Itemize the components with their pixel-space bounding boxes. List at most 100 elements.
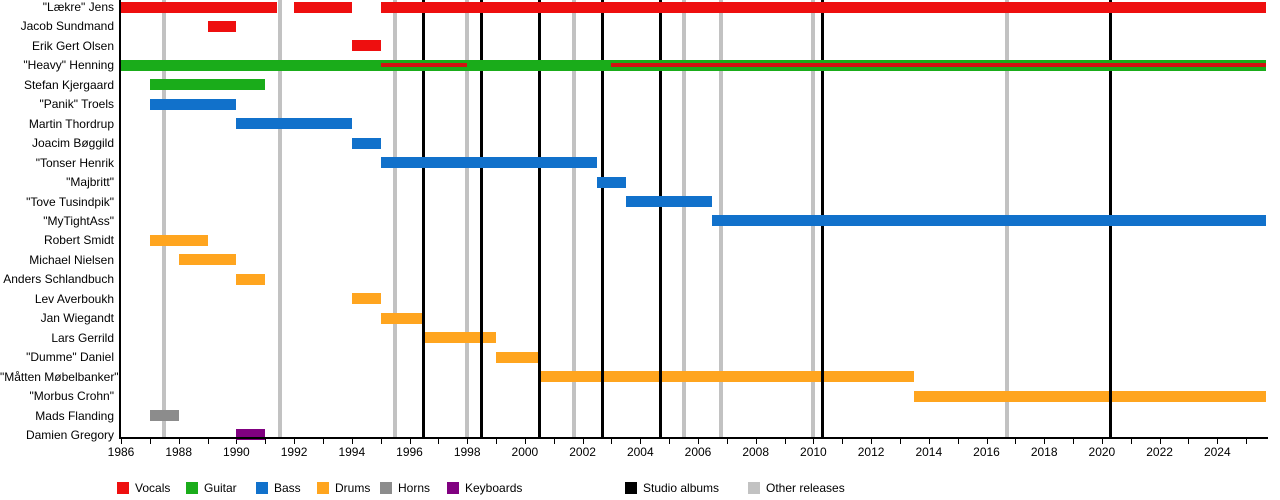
other-release-line [162,0,167,437]
axis-tick-label: 1998 [453,445,481,459]
axis-tick [611,439,613,444]
member-label: "Lækre" Jens [42,0,114,14]
axis-tick [380,439,382,444]
axis-tick [698,439,699,444]
axis-tick-label: 2004 [626,445,654,459]
other-release-line [393,0,398,437]
axis-tick-label: 2016 [973,445,1000,459]
legend-swatch-horns [380,482,392,494]
other-release-line [277,0,282,437]
axis-tick [1188,439,1190,444]
member-label: "Heavy" Henning [23,58,114,73]
axis-tick [496,439,498,444]
member-label: Damien Gregory [25,427,114,442]
bar-vocals_overlay [611,63,1267,68]
axis-tick-label: 2018 [1030,445,1058,459]
bar-bass [380,157,598,169]
axis-tick [1159,439,1161,444]
bar-horns [149,410,179,422]
bar-drums [178,254,237,266]
axis-tick [1130,439,1132,444]
member-label: Jacob Sundmand [20,19,114,34]
member-label: "Tove Tusindpik" [26,194,114,209]
other-release-line [571,0,576,437]
legend-swatch-guitar [186,482,198,494]
axis-tick [957,439,959,444]
axis-tick [207,439,209,444]
member-label: Robert Smidt [43,233,114,248]
bar-bass [625,196,713,208]
axis-tick [438,439,440,444]
axis-tick-label: 1988 [165,445,193,459]
x-axis-line [119,437,1269,439]
bar-drums [149,234,208,246]
bar-drums [351,293,381,305]
axis-tick [755,439,757,444]
axis-tick [265,439,267,444]
member-label: "Panik" Troels [39,97,114,112]
axis-tick [1217,439,1219,444]
legend-label: Studio albums [643,481,720,495]
legend-label: Keyboards [465,481,523,495]
member-label: "Morbus Crohn" [29,389,114,404]
axis-tick [149,439,151,444]
member-label: Joacim Bøggild [31,136,114,151]
bar-bass [597,176,626,188]
legend-swatch-studio_album [625,482,637,494]
axis-tick [1044,439,1046,444]
axis-tick [294,439,296,444]
member-label: "Måtten Møbelbanker" [0,369,119,384]
axis-tick-label: 2010 [800,445,827,459]
legend-label: Vocals [135,481,171,495]
bar-keyboards [236,429,266,441]
member-label: "Dumme" Daniel [26,350,114,365]
axis-tick-label: 2014 [915,445,943,459]
axis-tick [1073,439,1075,444]
axis-tick [842,439,844,444]
legend-swatch-keyboards [447,482,459,494]
member-label: Michael Nielsen [29,252,114,267]
bar-bass [351,137,381,149]
other-release-line [465,0,470,437]
bar-bass [236,118,352,130]
bar-drums [423,332,497,344]
member-label: Mads Flanding [35,408,114,423]
bar-vocals [351,40,381,52]
axis-tick [986,439,988,444]
member-label: Stefan Kjergaard [23,77,114,92]
bar-drums [496,351,540,363]
axis-tick-label: 1994 [338,445,366,459]
studio-album-line [601,0,605,437]
bar-drums [380,312,424,324]
axis-tick [871,439,873,444]
axis-tick-label: 2020 [1088,445,1116,459]
axis-tick-label: 2024 [1203,445,1231,459]
axis-tick-label: 1992 [280,445,308,459]
axis-tick [178,439,180,444]
legend-label: Bass [274,481,301,495]
axis-tick [524,439,526,444]
member-label: "Tonser Henrik [35,155,114,170]
member-label: "Majbritt" [66,175,114,190]
axis-tick-label: 1996 [396,445,423,459]
member-label: Lev Averboukh [34,291,114,306]
studio-album-line [658,0,662,437]
axis-tick [1101,439,1103,444]
member-label: Jan Wiegandt [40,311,114,326]
axis-tick [121,439,122,444]
studio-album-line [480,0,484,437]
axis-tick-label: 2022 [1146,445,1173,459]
axis-tick [1246,439,1248,444]
axis-tick [899,439,901,444]
axis-tick [784,439,786,444]
axis-tick [322,439,324,444]
axis-tick [351,439,353,444]
bar-vocals [380,1,1267,13]
axis-tick-label: 1990 [223,445,250,459]
member-label: Erik Gert Olsen [31,38,114,53]
axis-tick [726,439,728,444]
axis-tick [669,439,671,444]
legend-swatch-other_release [748,482,760,494]
axis-tick [582,439,584,444]
